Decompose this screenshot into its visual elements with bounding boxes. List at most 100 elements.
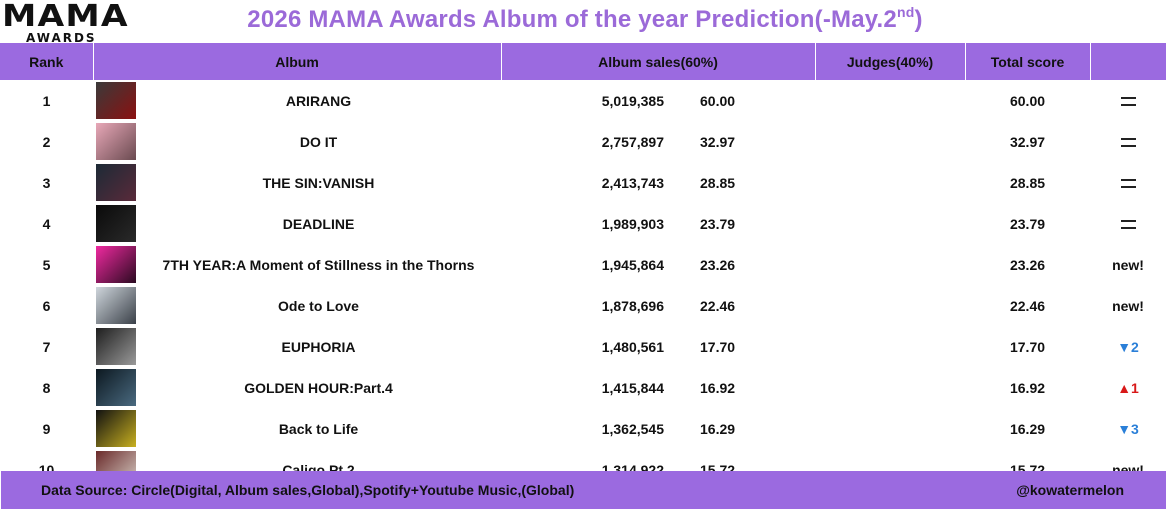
rank-cell: 1 (42, 92, 51, 109)
total-score: 28.85 (1009, 174, 1046, 191)
judges-score (815, 408, 965, 449)
album-cover-image (96, 82, 136, 119)
data-source: Data Source: Circle(Digital, Album sales… (41, 482, 575, 498)
album-cover-image (96, 410, 136, 447)
album-sales-score: 32.97 (700, 133, 736, 150)
judges-score (815, 367, 965, 408)
total-score: 22.46 (1009, 297, 1046, 314)
total-score: 23.79 (1009, 215, 1046, 232)
up-arrow-icon: ▲ (1117, 379, 1132, 396)
rank-change: new! (1090, 285, 1166, 326)
table-row: 8 GOLDEN HOUR:Part.4 1,415,844 16.92 16.92 ▲1 (0, 367, 1166, 408)
rank-change (1090, 121, 1166, 162)
header-album-sales: Album sales(60%) (501, 43, 816, 80)
album-cover-cell (93, 162, 136, 203)
album-cover-cell (93, 203, 136, 244)
total-score: 17.70 (1009, 338, 1046, 355)
rank-change-number: 3 (1131, 420, 1139, 437)
table-row: 5 7TH YEAR:A Moment of Stillness in the T… (0, 244, 1166, 285)
album-cover-cell (93, 408, 136, 449)
rank-change: ▼3 (1090, 408, 1166, 449)
album-cover-cell (93, 80, 136, 121)
rank-cell: 4 (42, 215, 51, 232)
album-sales-score: 16.92 (700, 379, 736, 396)
header-row: Rank Album Album sales(60%) Judges(40%) … (0, 43, 1167, 80)
judges-score (815, 326, 965, 367)
album-cover-cell (93, 244, 136, 285)
rank-cell: 7 (42, 338, 51, 355)
album-sales-score: 23.26 (700, 256, 736, 273)
header-total-score: Total score (965, 43, 1091, 80)
table-row: 7 EUPHORIA 1,480,561 17.70 17.70 ▼2 (0, 326, 1166, 367)
judges-score (815, 244, 965, 285)
album-sales-value: 5,019,385 (601, 92, 664, 109)
album-cover-image (96, 205, 136, 242)
judges-score (815, 121, 965, 162)
mama-awards-logo: MAMA AWARDS (2, 2, 128, 45)
album-cover-cell (93, 285, 136, 326)
album-cover-image (96, 369, 136, 406)
title-main: 2026 MAMA Awards Album of the year Predi… (247, 6, 897, 33)
rank-change-number: 1 (1131, 379, 1139, 396)
rank-change (1090, 203, 1166, 244)
album-sales-value: 1,362,545 (601, 420, 664, 437)
total-score: 16.92 (1009, 379, 1046, 396)
album-sales-value: 2,413,743 (601, 174, 664, 191)
ranking-table: Rank Album Album sales(60%) Judges(40%) … (0, 43, 1167, 490)
table-row: 1 ARIRANG 5,019,385 60.00 60.00 (0, 80, 1166, 121)
album-sales-score: 17.70 (700, 338, 736, 355)
album-cover-image (96, 328, 136, 365)
album-cover-image (96, 287, 136, 324)
no-change-icon (1120, 179, 1136, 189)
table-row: 6 Ode to Love 1,878,696 22.46 22.46 new! (0, 285, 1166, 326)
total-score: 60.00 (1009, 92, 1046, 109)
down-arrow-icon: ▼ (1117, 420, 1132, 437)
header-rank: Rank (0, 43, 94, 80)
rank-cell: 2 (42, 133, 51, 150)
rank-cell: 3 (42, 174, 51, 191)
album-title: THE SIN:VANISH (262, 174, 375, 191)
logo-mama-text: MAMA (2, 0, 129, 34)
footer-bar: Data Source: Circle(Digital, Album sales… (1, 471, 1166, 509)
album-sales-value: 1,878,696 (601, 297, 664, 314)
rank-change: ▲1 (1090, 367, 1166, 408)
album-title: EUPHORIA (281, 338, 356, 355)
total-score: 16.29 (1009, 420, 1046, 437)
album-cover-cell (93, 121, 136, 162)
rank-cell: 5 (42, 256, 51, 273)
new-entry-label: new! (1112, 256, 1144, 273)
table-row: 9 Back to Life 1,362,545 16.29 16.29 ▼3 (0, 408, 1166, 449)
no-change-icon (1120, 97, 1136, 107)
rank-change: ▼2 (1090, 326, 1166, 367)
no-change-icon (1120, 220, 1136, 230)
header-judges: Judges(40%) (815, 43, 966, 80)
new-entry-label: new! (1112, 297, 1144, 314)
rank-change-number: 2 (1131, 338, 1139, 355)
album-sales-value: 1,989,903 (601, 215, 664, 232)
album-sales-value: 1,480,561 (601, 338, 664, 355)
album-title: 7TH YEAR:A Moment of Stillness in the Th… (162, 256, 475, 273)
header-album: Album (93, 43, 502, 80)
title-close: ) (914, 6, 923, 33)
title-sup: nd (896, 4, 915, 20)
album-title: Back to Life (278, 420, 359, 437)
album-title: DO IT (299, 133, 338, 150)
rank-cell: 9 (42, 420, 51, 437)
album-sales-value: 1,945,864 (601, 256, 664, 273)
total-score: 32.97 (1009, 133, 1046, 150)
album-sales-score: 60.00 (700, 92, 736, 109)
judges-score (815, 80, 965, 121)
album-title: ARIRANG (285, 92, 352, 109)
album-title: DEADLINE (282, 215, 355, 232)
album-sales-score: 22.46 (700, 297, 736, 314)
album-sales-score: 16.29 (700, 420, 736, 437)
album-title: GOLDEN HOUR:Part.4 (244, 379, 393, 396)
rank-change: new! (1090, 244, 1166, 285)
judges-score (815, 162, 965, 203)
judges-score (815, 285, 965, 326)
album-sales-value: 1,415,844 (601, 379, 664, 396)
down-arrow-icon: ▼ (1117, 338, 1132, 355)
album-cover-image (96, 246, 136, 283)
table-row: 3 THE SIN:VANISH 2,413,743 28.85 28.85 (0, 162, 1166, 203)
author-handle: @kowatermelon (1016, 482, 1124, 498)
